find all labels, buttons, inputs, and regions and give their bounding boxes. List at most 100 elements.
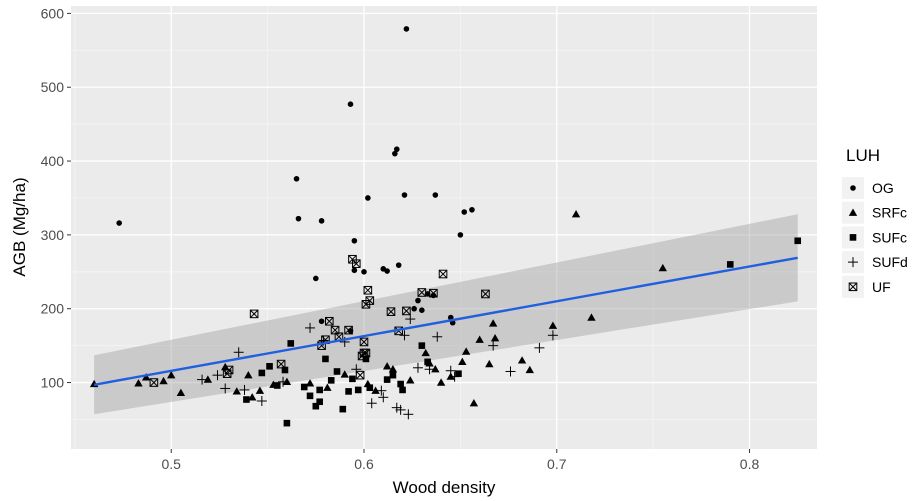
data-point-sufd xyxy=(391,402,402,413)
data-point-uf xyxy=(276,359,286,369)
data-point-sufd xyxy=(432,331,443,342)
data-point-srfc xyxy=(548,321,558,329)
data-point-uf xyxy=(361,348,371,358)
data-point-sufc xyxy=(383,376,391,383)
data-point-sufc xyxy=(455,370,462,377)
data-point-og xyxy=(361,269,367,275)
boxx-diag-b xyxy=(344,325,353,335)
data-point-uf xyxy=(429,288,438,298)
data-points xyxy=(89,26,802,427)
data-point-sufc xyxy=(300,383,308,391)
boxx-frame xyxy=(848,282,858,292)
data-point-srfc xyxy=(323,383,332,391)
data-point-sufd xyxy=(445,365,456,376)
x-tick-label: 0.5 xyxy=(162,456,182,472)
boxx-frame xyxy=(325,316,334,326)
boxx-diag-b xyxy=(402,306,411,316)
data-point-sufc xyxy=(389,371,397,379)
boxx-diag-b xyxy=(348,255,357,264)
data-point-sufc xyxy=(287,340,295,347)
data-point-uf xyxy=(355,370,365,380)
data-point-srfc xyxy=(255,386,265,394)
boxx-diag-b xyxy=(352,259,361,268)
data-point-og xyxy=(419,307,425,313)
data-point-srfc xyxy=(176,388,186,397)
boxx-frame xyxy=(429,288,438,298)
data-point-sufd xyxy=(534,342,545,353)
data-point-uf xyxy=(351,259,361,268)
data-point-sufd xyxy=(449,371,460,382)
data-point-sufc xyxy=(283,419,291,427)
data-point-sufc xyxy=(316,386,323,394)
legend-key-og xyxy=(850,185,856,191)
series-sufd xyxy=(197,314,558,420)
data-point-sufd xyxy=(378,392,389,403)
boxx-diag-b xyxy=(438,269,448,279)
data-point-srfc xyxy=(167,370,176,379)
data-point-uf xyxy=(149,378,159,387)
y-tick-label: 600 xyxy=(41,5,65,21)
data-point-sufc xyxy=(306,392,314,400)
y-axis-title: AGB (Mg/ha) xyxy=(10,177,29,276)
legend-key-srfc xyxy=(848,208,858,216)
boxx-diag-b xyxy=(848,282,858,291)
boxx-diag-b xyxy=(386,307,396,316)
data-point-og xyxy=(293,175,300,182)
data-point-sufd xyxy=(366,398,377,409)
boxx-frame xyxy=(276,359,286,369)
y-tick-label: 400 xyxy=(41,153,65,169)
data-point-uf xyxy=(365,296,375,305)
boxx-diag-b xyxy=(276,359,286,369)
x-tick-label: 0.7 xyxy=(547,456,567,472)
boxx-diag-b xyxy=(417,288,426,297)
legend-label-og: OG xyxy=(872,180,894,196)
y-tick-label: 300 xyxy=(41,227,65,243)
data-point-srfc xyxy=(587,313,596,321)
boxx-diag-b xyxy=(149,378,159,387)
data-point-og xyxy=(411,305,417,312)
boxx-diag-b xyxy=(325,317,334,326)
data-point-sufd xyxy=(305,322,316,333)
legend-title: LUH xyxy=(846,146,880,165)
data-point-srfc xyxy=(571,210,581,218)
legend-key-sufc xyxy=(849,234,857,241)
data-point-sufc xyxy=(322,355,329,363)
data-point-srfc xyxy=(388,365,398,373)
data-point-sufc xyxy=(266,363,273,370)
data-point-og xyxy=(432,192,439,198)
series-sufc xyxy=(243,237,802,427)
data-point-og xyxy=(457,232,464,238)
data-point-sufd xyxy=(399,330,410,341)
data-point-sufd xyxy=(376,385,387,396)
data-point-sufd xyxy=(212,370,223,381)
data-point-uf xyxy=(438,269,448,279)
data-point-uf xyxy=(386,307,396,316)
data-point-sufd xyxy=(220,383,231,394)
data-point-srfc xyxy=(431,365,440,373)
data-point-og xyxy=(313,275,319,282)
trend-line xyxy=(93,256,798,386)
data-point-srfc xyxy=(461,347,471,355)
data-point-uf xyxy=(417,288,427,297)
data-point-og xyxy=(392,150,398,157)
data-point-srfc xyxy=(525,365,534,374)
legend: LUH OG SRFc SUFc SUFd UF xyxy=(842,146,908,298)
x-axis-title: Wood density xyxy=(393,478,496,497)
data-point-uf xyxy=(325,316,334,326)
data-point-sufd xyxy=(405,314,416,325)
series-srfc xyxy=(89,210,667,407)
legend-key-uf xyxy=(848,282,858,292)
data-point-srfc xyxy=(232,387,241,395)
boxx-frame xyxy=(386,307,396,316)
data-point-sufd xyxy=(233,347,244,358)
legend-key-sufd xyxy=(848,257,858,268)
data-point-srfc xyxy=(490,334,500,342)
legend-label-sufd: SUFd xyxy=(872,254,908,270)
y-tick-label: 200 xyxy=(41,301,65,317)
data-point-sufc xyxy=(726,261,734,268)
data-point-og xyxy=(318,318,325,325)
data-point-srfc xyxy=(141,373,151,381)
data-point-srfc xyxy=(421,348,430,357)
boxx-frame xyxy=(351,259,361,268)
